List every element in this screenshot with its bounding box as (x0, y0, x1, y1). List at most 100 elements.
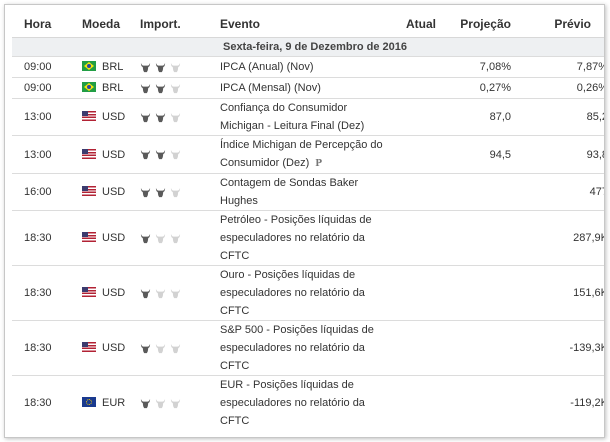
event-row[interactable]: 09:00 BRL IPCA (Mensal) (Nov) 0,27% 0,26% (12, 77, 604, 99)
event-forecast (436, 320, 511, 376)
event-cell: Ouro - Posições líquidas de especuladore… (220, 265, 385, 321)
col-previous[interactable]: Prévio (511, 11, 604, 38)
event-forecast: 94,5 (436, 135, 511, 174)
event-row[interactable]: 09:00 BRL IPCA (Anual) (Nov) 7,08% 7,87% (12, 56, 604, 78)
event-name: S&P 500 - Posições líquidas de especulad… (220, 324, 374, 372)
event-importance (140, 320, 220, 376)
col-event[interactable]: Evento (220, 11, 385, 38)
event-name: Ouro - Posições líquidas de especuladore… (220, 269, 365, 317)
event-name-link[interactable]: Contagem de Sondas Baker Hughes (220, 174, 385, 210)
event-forecast (436, 173, 511, 211)
bull-icon (170, 233, 181, 243)
currency-code: BRL (102, 61, 124, 73)
bull-icon (170, 288, 181, 298)
usa-flag (82, 232, 96, 242)
event-row[interactable]: 13:00 USD Índice Michigan de Percepção do … (12, 135, 604, 174)
event-name: IPCA (Mensal) (Nov) (220, 82, 321, 94)
currency-code: USD (102, 111, 126, 123)
bull-icon (170, 62, 181, 72)
event-row[interactable]: 18:30 EUR EUR - Posições líquidas de espec… (12, 375, 604, 430)
event-name-link[interactable]: IPCA (Anual) (Nov) (220, 58, 385, 76)
currency-code: USD (102, 148, 126, 161)
event-time: 13:00 (12, 135, 82, 174)
event-cell: Confiança do Consumidor Michigan - Leitu… (220, 98, 385, 136)
event-forecast: 7,08% (436, 56, 511, 78)
event-time: 09:00 (12, 77, 82, 99)
usa-flag (82, 186, 96, 196)
event-actual (385, 265, 436, 321)
event-row[interactable]: 18:30 USD Petróleo - Posições líquidas de … (12, 210, 604, 266)
event-name-link[interactable]: Petróleo - Posições líquidas de especula… (220, 211, 385, 265)
event-importance (140, 98, 220, 136)
event-name: Contagem de Sondas Baker Hughes (220, 177, 359, 207)
event-forecast (436, 210, 511, 266)
event-name-link[interactable]: Confiança do Consumidor Michigan - Leitu… (220, 99, 385, 135)
event-cell: Índice Michigan de Percepção do Consumid… (220, 135, 385, 174)
event-cell: EUR - Posições líquidas de especuladores… (220, 375, 385, 430)
event-currency: USD (82, 135, 140, 174)
event-currency: BRL (82, 77, 140, 99)
event-name-link[interactable]: IPCA (Mensal) (Nov) (220, 79, 385, 97)
event-actual (385, 135, 436, 174)
col-actual[interactable]: Atual (385, 11, 436, 38)
event-previous: 7,87% (511, 56, 604, 78)
event-currency: USD (82, 98, 140, 136)
event-importance (140, 77, 220, 99)
bull-icon (140, 112, 151, 122)
eu-flag (82, 397, 96, 407)
col-importance[interactable]: Import. (140, 11, 220, 38)
bull-icon (140, 288, 151, 298)
col-time[interactable]: Hora (12, 11, 82, 38)
event-name: Petróleo - Posições líquidas de especula… (220, 214, 372, 262)
event-cell: S&P 500 - Posições líquidas de especulad… (220, 320, 385, 376)
bull-icon (170, 343, 181, 353)
brazil-flag (82, 82, 96, 92)
bull-icon (170, 112, 181, 122)
bull-icon (140, 150, 151, 160)
header-row: Hora Moeda Import. Evento Atual Projeção… (12, 11, 604, 38)
bull-icon (155, 187, 166, 197)
bull-icon (140, 398, 151, 408)
event-time: 18:30 (12, 375, 82, 430)
calendar-table: Hora Moeda Import. Evento Atual Projeção… (12, 11, 604, 430)
bull-icon (140, 187, 151, 197)
event-name-link[interactable]: Índice Michigan de Percepção do Consumid… (220, 136, 385, 173)
bull-icon (140, 83, 151, 93)
usa-flag (82, 111, 96, 121)
bull-icon (140, 343, 151, 353)
event-name-link[interactable]: S&P 500 - Posições líquidas de especulad… (220, 321, 385, 375)
bull-icon (155, 398, 166, 408)
bull-icon (155, 62, 166, 72)
event-cell: IPCA (Anual) (Nov) (220, 56, 385, 78)
event-row[interactable]: 16:00 USD Contagem de Sondas Baker Hughes 4… (12, 173, 604, 211)
event-row[interactable]: 18:30 USD S&P 500 - Posições líquidas de e… (12, 320, 604, 376)
currency-code: USD (102, 232, 126, 244)
event-name: Índice Michigan de Percepção do Consumid… (220, 139, 383, 169)
event-row[interactable]: 18:30 USD Ouro - Posições líquidas de espe… (12, 265, 604, 321)
col-forecast[interactable]: Projeção (436, 11, 511, 38)
event-currency: USD (82, 320, 140, 376)
col-currency[interactable]: Moeda (82, 11, 140, 38)
event-importance (140, 56, 220, 78)
currency-code: USD (102, 186, 126, 198)
event-previous: 93,8 (511, 135, 604, 174)
usa-flag (82, 287, 96, 297)
event-forecast (436, 265, 511, 321)
bull-icon (170, 83, 181, 93)
currency-code: BRL (102, 82, 124, 94)
event-cell: Contagem de Sondas Baker Hughes (220, 173, 385, 211)
event-currency: EUR (82, 375, 140, 430)
event-time: 16:00 (12, 173, 82, 211)
event-currency: USD (82, 210, 140, 266)
event-name-link[interactable]: EUR - Posições líquidas de especuladores… (220, 376, 385, 430)
event-cell: IPCA (Mensal) (Nov) (220, 77, 385, 99)
bull-icon (155, 83, 166, 93)
event-actual (385, 56, 436, 78)
bull-icon (170, 150, 181, 160)
currency-code: USD (102, 342, 126, 354)
event-row[interactable]: 13:00 USD Confiança do Consumidor Michigan… (12, 98, 604, 136)
event-name: IPCA (Anual) (Nov) (220, 61, 314, 73)
event-importance (140, 265, 220, 321)
event-name-link[interactable]: Ouro - Posições líquidas de especuladore… (220, 266, 385, 320)
date-label: Sexta-feira, 9 de Dezembro de 2016 (12, 37, 604, 57)
